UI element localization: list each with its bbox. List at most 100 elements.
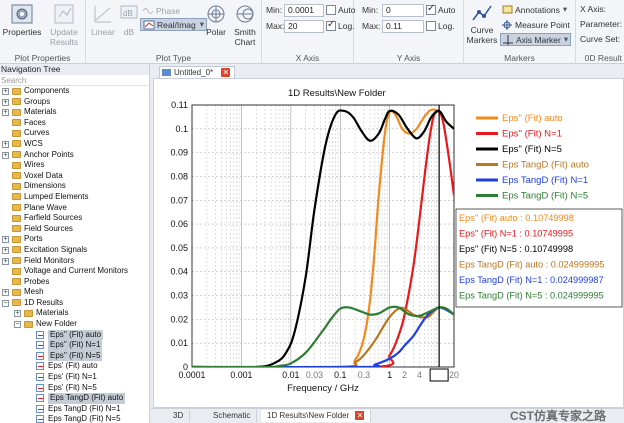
x-auto-checkbox[interactable] [326,5,336,15]
tree-item[interactable]: Eps' (Fit) N=1 [0,372,149,383]
polar-button[interactable]: Polar [202,2,230,37]
result-icon [36,394,44,403]
legend-entry: Eps'' (Fit) auto [502,113,563,124]
y-max-input[interactable]: 0.11 [382,20,424,33]
tree-item[interactable]: Eps TangD (Fit) N=1 [0,404,149,415]
curve-markers-icon [472,5,492,21]
curve-markers-button[interactable]: Curve Markers [466,2,498,45]
tree-item[interactable]: Farfield Sources [0,213,149,224]
folder-icon [12,87,21,95]
expand-icon[interactable]: + [2,109,9,117]
tree-item[interactable]: Lumped Elements [0,192,149,203]
tree-item[interactable]: + Materials [0,107,149,118]
tab-untitled[interactable]: Untitled_0* ✕ [159,66,236,78]
x-max-input[interactable]: 20 [284,20,324,33]
tree-item[interactable]: + Materials [0,308,149,319]
tab-3d[interactable]: 3D [167,410,191,422]
tree-item[interactable]: Faces [0,118,149,129]
expand-icon[interactable]: + [2,140,9,148]
y-tick-label: 0.05 [170,243,188,253]
tree-item[interactable]: + Field Monitors [0,256,149,267]
tree-item[interactable]: Eps'' (Fit) N=5 [0,350,149,362]
folder-icon [12,129,21,137]
tree-item-label: 1D Results [24,297,64,307]
smith-chart-button[interactable]: Smith Chart [230,2,260,47]
real-imag-button[interactable]: Real/Imag ▾ [140,18,208,31]
phase-button[interactable]: Phase [142,4,180,17]
tree-item[interactable]: Field Sources [0,224,149,235]
tree-item[interactable]: + Excitation Signals [0,245,149,256]
tab-untitled-label: Untitled_0* [174,68,214,77]
tab-schematic[interactable]: Schematic [207,410,258,422]
folder-icon [12,119,21,127]
series-line-6 [192,305,454,367]
legend-entry: Eps TangD (Fit) N=1 [502,175,588,186]
collapse-icon[interactable]: − [14,321,21,329]
plot-background [192,105,454,367]
markers-group: Curve Markers Annotations ▾ Measure Poin… [464,0,576,64]
tree-item[interactable]: Eps TangD (Fit) auto [0,393,149,404]
linear-icon [94,6,111,23]
tree-item[interactable]: + Anchor Points [0,150,149,161]
y-log-label: Log. [438,21,455,31]
expand-icon[interactable]: + [2,98,9,106]
y-log-checkbox[interactable] [426,21,436,31]
result-icon [36,383,44,392]
tree-item[interactable]: Wires [0,160,149,171]
measure-point-button[interactable]: Measure Point [502,18,570,31]
tree-item-label: Probes [24,276,50,286]
close-icon[interactable]: ✕ [355,411,365,420]
expand-icon[interactable]: + [2,151,9,159]
tree-item[interactable]: Eps' (Fit) N=5 [0,383,149,394]
series-line-3 [192,109,454,367]
x-log-checkbox[interactable] [326,19,336,31]
tab-1d-results[interactable]: 1D Results\New Folder ✕ [261,410,372,422]
tree-item[interactable]: + WCS [0,139,149,150]
tree-item[interactable]: + Mesh [0,287,149,298]
tree-item[interactable]: + Groups [0,97,149,108]
tree-item[interactable]: Probes [0,277,149,288]
folder-icon [12,225,21,233]
smith-chart-icon [236,5,254,23]
tree-item[interactable]: + Ports [0,234,149,245]
tree-item[interactable]: Plane Wave [0,203,149,214]
properties-button[interactable]: Properties [2,2,42,37]
linear-button[interactable]: Linear [88,2,118,37]
close-icon[interactable]: ✕ [221,68,231,77]
y-min-input[interactable]: 0 [382,4,424,17]
update-results-button[interactable]: Update Results [44,2,84,47]
tree-item-label: Excitation Signals [24,244,88,254]
result-icon [36,362,44,371]
expand-icon[interactable]: + [2,246,9,254]
tree-item-label: Groups [24,96,51,106]
tree-item[interactable]: − New Folder [0,319,149,330]
navigation-search-input[interactable]: Search [0,75,149,86]
x-min-input[interactable]: 0.0001 [284,4,324,17]
x-auto-label: Auto [338,5,356,15]
expand-icon[interactable]: + [2,88,9,95]
tree-item[interactable]: Curves [0,128,149,139]
annotations-button[interactable]: Annotations ▾ [502,3,567,16]
tree-item[interactable]: Eps'' (Fit) N=1 [0,340,149,351]
x-tick-label: 4 [417,370,422,380]
tree-item[interactable]: − 1D Results [0,298,149,309]
tree-item[interactable]: Eps TangD (Fit) N=5 [0,414,149,423]
tree-item[interactable]: Eps'' (Fit) auto [0,329,149,341]
expand-icon[interactable]: + [2,257,9,265]
expand-icon[interactable]: + [2,236,9,244]
y-tick-label: 0.1 [175,124,188,134]
tree-item[interactable]: Voltage and Current Monitors [0,266,149,277]
axis-marker-button[interactable]: Axis Marker ▾ [500,33,572,46]
x-tick-label: 0.001 [230,370,252,380]
collapse-icon[interactable]: − [2,299,9,307]
svg-text:dB: dB [123,9,133,18]
y-auto-checkbox[interactable] [426,3,436,15]
tree-item[interactable]: Eps' (Fit) auto [0,361,149,372]
tree-item[interactable]: Dimensions [0,181,149,192]
expand-icon[interactable]: + [14,310,21,318]
expand-icon[interactable]: + [2,289,9,297]
db-button[interactable]: dB dB [118,2,140,37]
results-chart[interactable]: 1D Results\New Folder 0 0.01 0.02 0.03 0.04 0.… [154,79,623,407]
tree-item[interactable]: + Components [0,86,149,97]
tree-item[interactable]: Voxel Data [0,171,149,182]
